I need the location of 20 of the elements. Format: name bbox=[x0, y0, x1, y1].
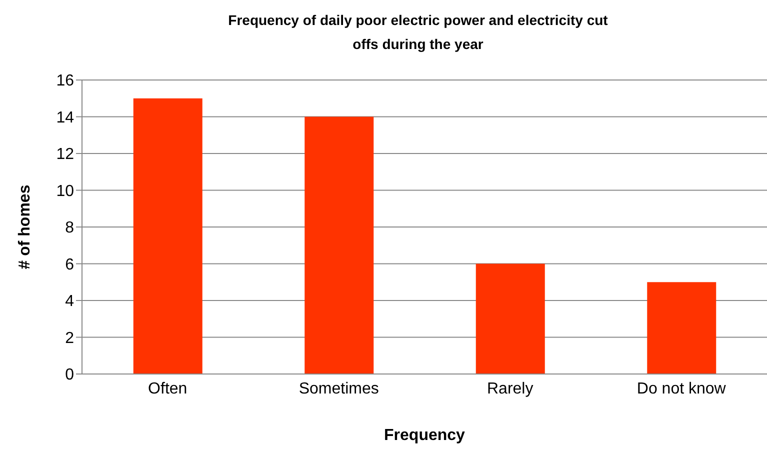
x-tick-label: Sometimes bbox=[298, 380, 379, 398]
y-tick-label: 4 bbox=[65, 293, 74, 310]
x-axis-title: Frequency bbox=[384, 427, 466, 444]
y-tick-label: 12 bbox=[56, 146, 74, 164]
y-tick-label: 6 bbox=[65, 256, 74, 274]
x-tick-label: Often bbox=[148, 380, 188, 398]
bar bbox=[647, 282, 716, 374]
y-tick-label: 16 bbox=[56, 72, 74, 90]
x-tick-label: Rarely bbox=[487, 380, 534, 398]
y-tick-label: 10 bbox=[56, 182, 74, 200]
bar bbox=[476, 264, 545, 374]
y-tick-label: 2 bbox=[65, 330, 74, 347]
bar bbox=[133, 98, 202, 374]
y-tick-label: 0 bbox=[65, 366, 74, 384]
y-tick-label: 14 bbox=[56, 109, 74, 126]
x-tick-label: Do not know bbox=[636, 380, 726, 398]
chart-title: Frequency of daily poor electric power and electricity cut offs during the year bbox=[227, 11, 609, 54]
bar bbox=[304, 116, 374, 374]
y-axis-title: # of homes bbox=[16, 184, 34, 270]
y-tick-label: 8 bbox=[65, 220, 74, 237]
